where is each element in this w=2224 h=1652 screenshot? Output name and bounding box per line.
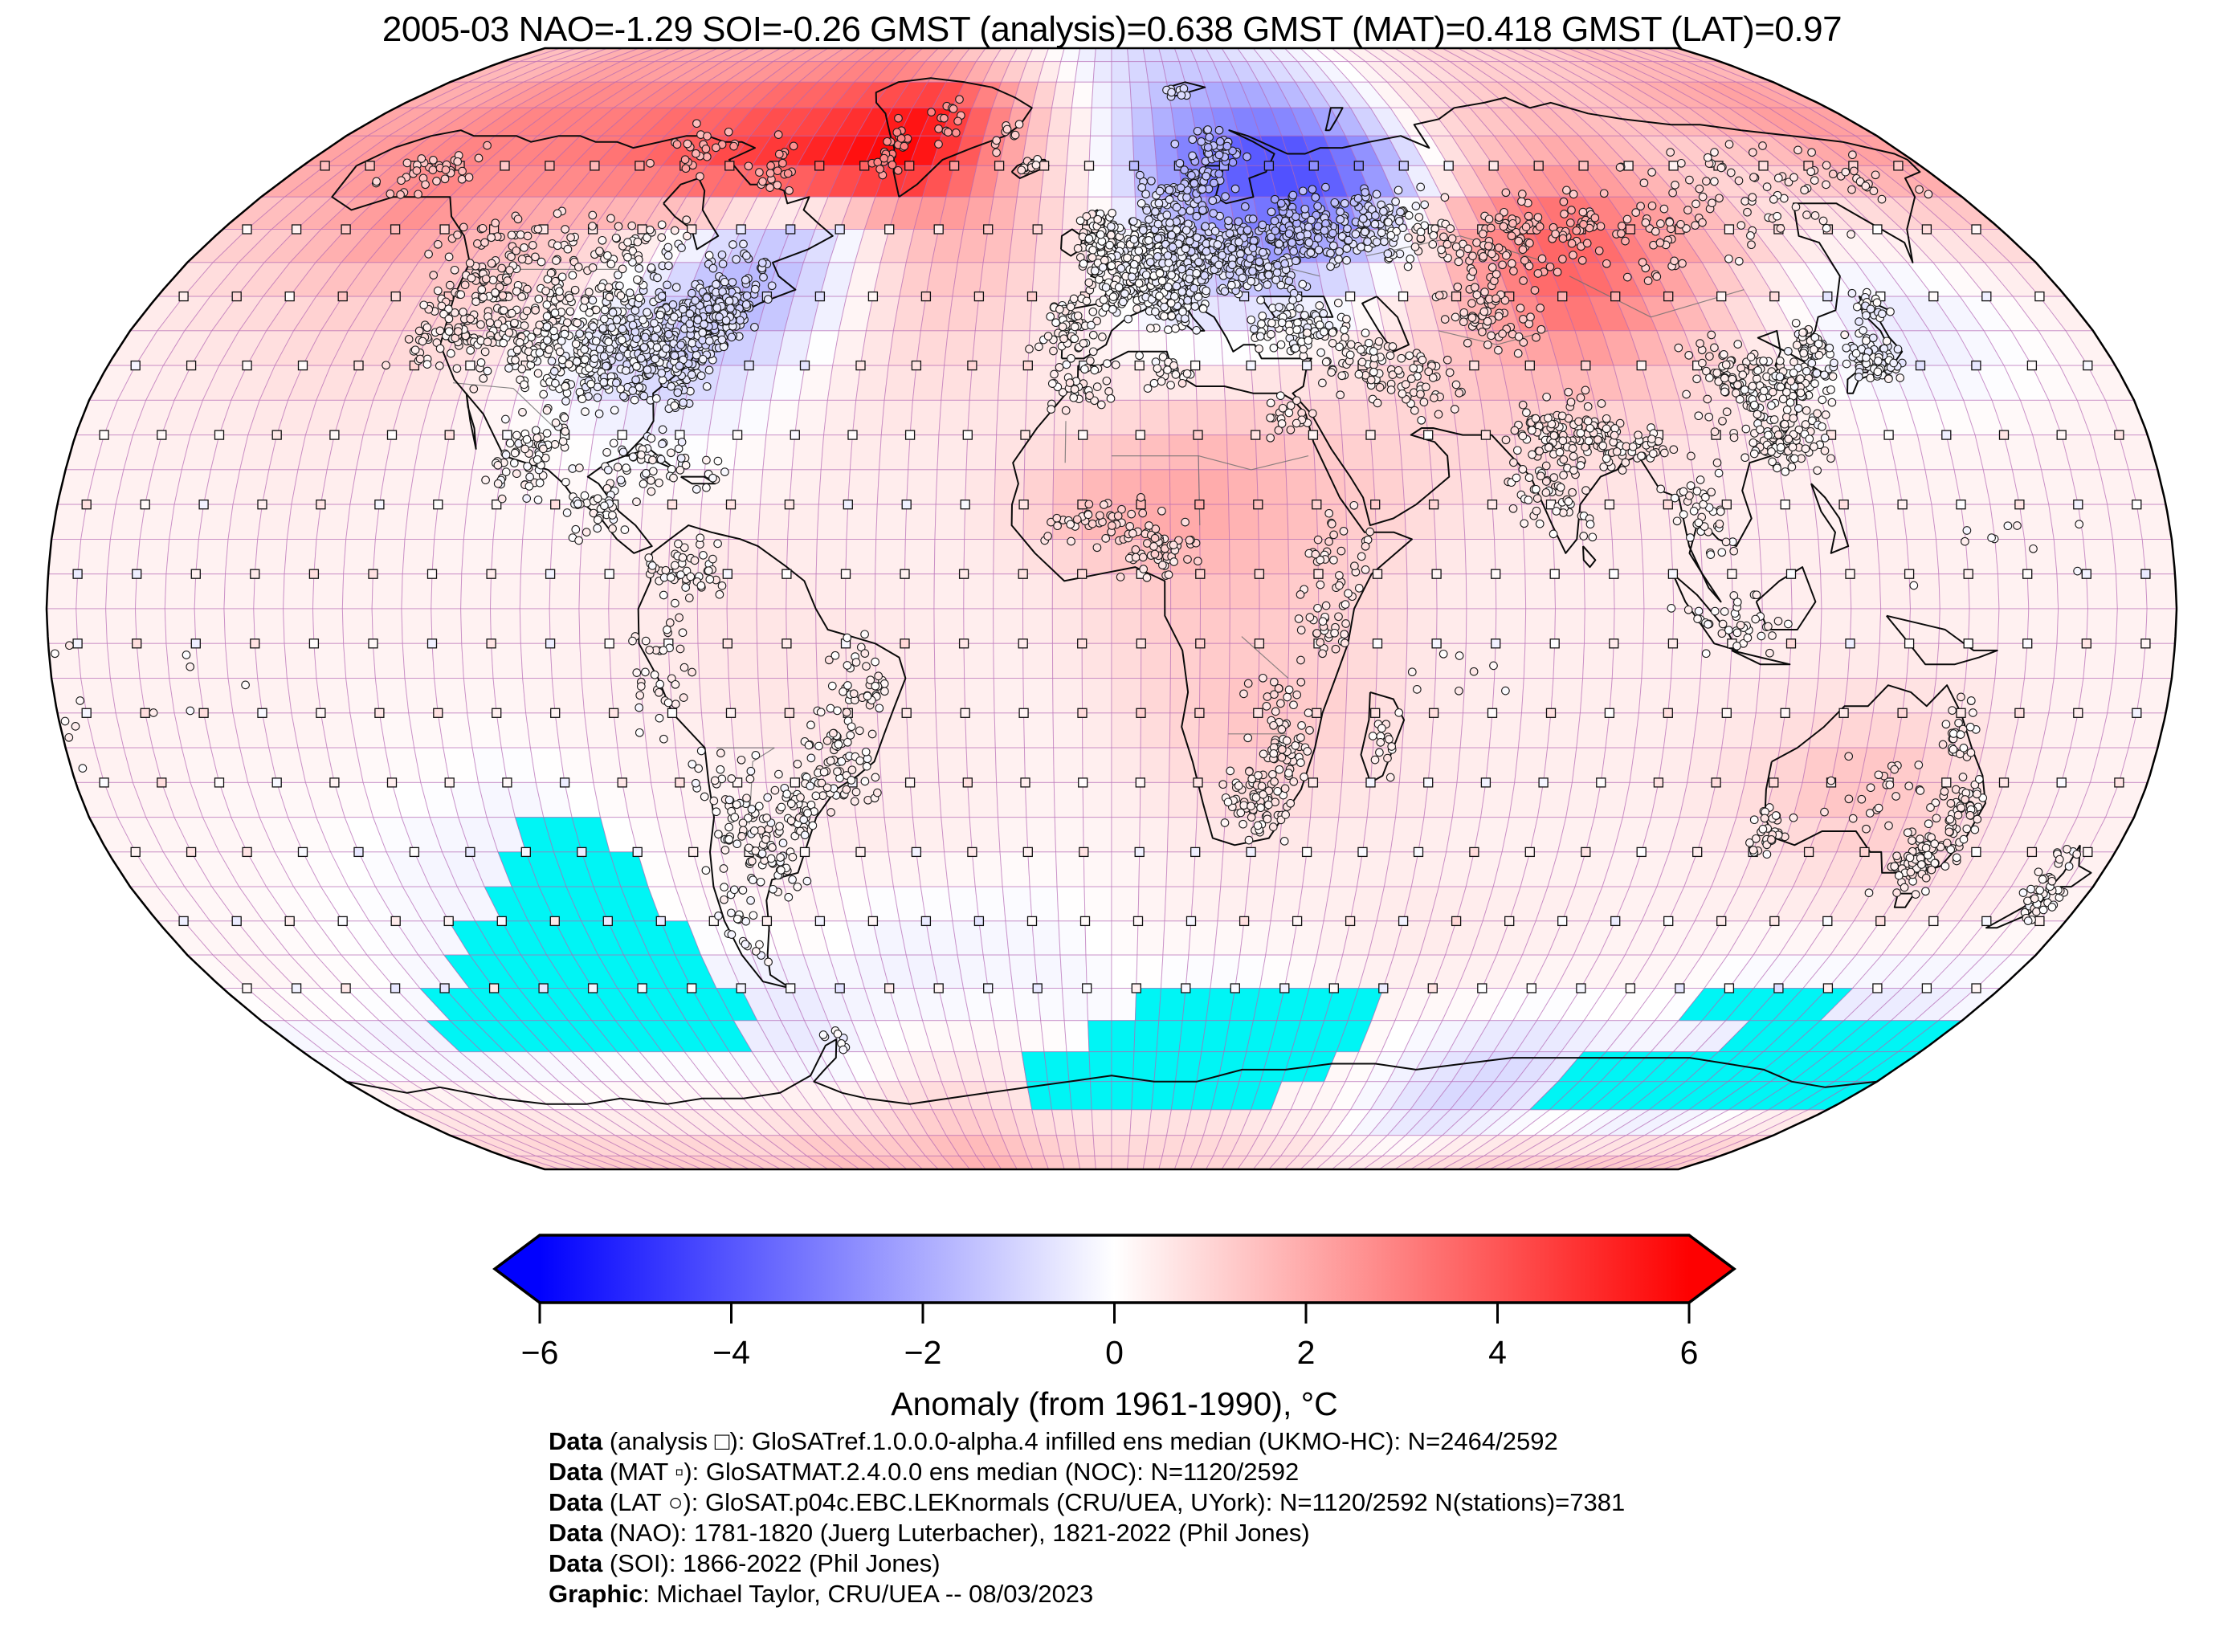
- lat-station-markers: [51, 84, 2084, 1054]
- mat-analysis-markers: [72, 161, 2151, 993]
- anomaly-world-map: [45, 47, 2178, 1171]
- footer-line-5: Data (SOI): 1866-2022 (Phil Jones): [549, 1549, 941, 1577]
- missing-data-cells: [418, 817, 1964, 1111]
- tick-label: 4: [1488, 1334, 1507, 1371]
- colorbar-ticks: [538, 1303, 1691, 1324]
- colorbar: −6 −4 −2 0 2 4 6 Anomaly (from 1961-1990…: [492, 1234, 1736, 1422]
- figure-caption: Data (analysis □): GloSATref.1.0.0.0-alp…: [549, 1426, 1625, 1609]
- tick-label: 6: [1680, 1334, 1699, 1371]
- map-outline: [45, 47, 2178, 1171]
- tick-label: −6: [521, 1334, 559, 1371]
- figure-title: 2005-03 NAO=-1.29 SOI=-0.26 GMST (analys…: [382, 10, 1842, 49]
- tick-label: −2: [904, 1334, 942, 1371]
- footer-line-2: Data (MAT ▫): GloSATMAT.2.4.0.0 ens medi…: [549, 1458, 1300, 1486]
- colorbar-gradient-bar: [540, 1235, 1689, 1303]
- colorbar-left-arrow: [495, 1235, 540, 1303]
- tick-label: 0: [1105, 1334, 1124, 1371]
- colorbar-axis-label: Anomaly (from 1961-1990), °C: [891, 1385, 1337, 1422]
- footer-line-4: Data (NAO): 1781-1820 (Juerg Luterbacher…: [549, 1519, 1310, 1547]
- colorbar-tick-labels: −6 −4 −2 0 2 4 6: [521, 1334, 1699, 1371]
- country-borders: [452, 235, 1745, 825]
- tick-label: −4: [712, 1334, 750, 1371]
- footer-line-1: Data (analysis □): GloSATref.1.0.0.0-alp…: [549, 1427, 1558, 1455]
- colorbar-right-arrow: [1689, 1235, 1734, 1303]
- tick-label: 2: [1297, 1334, 1316, 1371]
- footer-line-6: Graphic: Michael Taylor, CRU/UEA -- 08/0…: [549, 1580, 1094, 1608]
- footer-line-3: Data (LAT ○): GloSAT.p04c.EBC.LEKnormals…: [549, 1488, 1626, 1516]
